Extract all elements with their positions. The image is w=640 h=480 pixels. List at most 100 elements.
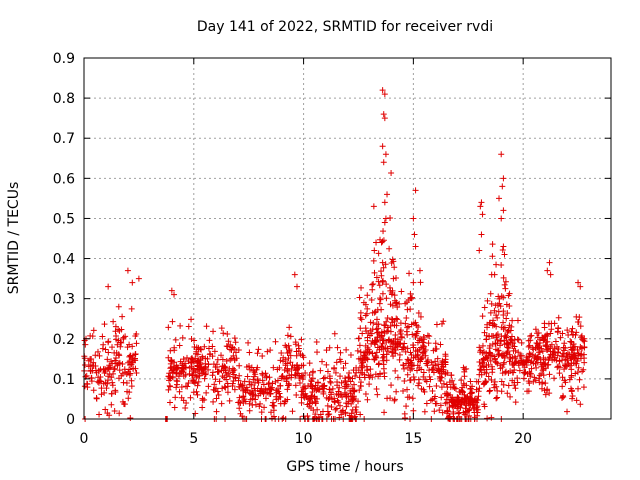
data-point bbox=[172, 394, 179, 401]
data-point bbox=[530, 378, 537, 385]
data-point bbox=[371, 269, 378, 276]
y-tick-label: 0.9 bbox=[53, 51, 75, 67]
data-point bbox=[302, 390, 309, 397]
data-point bbox=[326, 394, 333, 401]
data-point bbox=[475, 378, 482, 385]
data-point bbox=[382, 151, 389, 158]
data-point bbox=[115, 375, 122, 382]
data-point bbox=[454, 405, 461, 412]
data-point bbox=[110, 318, 117, 325]
data-point bbox=[512, 385, 519, 392]
data-point bbox=[562, 379, 569, 386]
data-point bbox=[98, 391, 105, 398]
data-point bbox=[450, 381, 457, 388]
data-point bbox=[107, 364, 114, 371]
data-point bbox=[417, 358, 424, 365]
data-point bbox=[320, 375, 327, 382]
data-point bbox=[486, 388, 493, 395]
data-point bbox=[319, 408, 326, 415]
data-point bbox=[474, 409, 481, 416]
data-point bbox=[167, 383, 174, 390]
data-point bbox=[367, 319, 374, 326]
data-point bbox=[274, 377, 281, 384]
data-point bbox=[210, 361, 217, 368]
data-point bbox=[306, 360, 313, 367]
data-point bbox=[414, 347, 421, 354]
data-point bbox=[218, 352, 225, 359]
data-point bbox=[310, 368, 317, 375]
data-point bbox=[568, 388, 575, 395]
data-point bbox=[486, 349, 493, 356]
data-point bbox=[375, 321, 382, 328]
data-point bbox=[527, 333, 534, 340]
data-point bbox=[119, 313, 126, 320]
data-point bbox=[504, 390, 511, 397]
data-point bbox=[229, 369, 236, 376]
data-point bbox=[128, 383, 135, 390]
data-point bbox=[261, 404, 268, 411]
data-point bbox=[326, 386, 333, 393]
data-point bbox=[357, 348, 364, 355]
data-point bbox=[263, 374, 270, 381]
data-point bbox=[246, 407, 253, 414]
data-point bbox=[236, 372, 243, 379]
data-point bbox=[526, 342, 533, 349]
data-point bbox=[270, 364, 277, 371]
data-point bbox=[424, 332, 431, 339]
data-point bbox=[378, 306, 385, 313]
data-points bbox=[81, 87, 588, 422]
data-point bbox=[489, 241, 496, 248]
data-point bbox=[84, 380, 91, 387]
data-point bbox=[484, 415, 491, 422]
data-point bbox=[581, 355, 588, 362]
data-point bbox=[293, 362, 300, 369]
data-point bbox=[381, 115, 388, 122]
y-tick-label: 0.5 bbox=[53, 211, 75, 227]
data-point bbox=[416, 267, 423, 274]
data-point bbox=[413, 367, 420, 374]
data-point bbox=[369, 281, 376, 288]
data-point bbox=[345, 373, 352, 380]
data-point bbox=[219, 385, 226, 392]
data-point bbox=[194, 382, 201, 389]
data-point bbox=[327, 379, 334, 386]
data-point bbox=[375, 250, 382, 257]
data-point bbox=[210, 328, 217, 335]
data-point bbox=[507, 327, 514, 334]
data-point bbox=[350, 387, 357, 394]
data-point bbox=[429, 387, 436, 394]
data-point bbox=[555, 314, 562, 321]
data-point bbox=[427, 376, 434, 383]
data-point bbox=[494, 314, 501, 321]
data-point bbox=[500, 274, 507, 281]
data-point bbox=[191, 343, 198, 350]
data-point bbox=[432, 358, 439, 365]
data-point bbox=[489, 253, 496, 260]
data-point bbox=[115, 303, 122, 310]
data-point bbox=[445, 414, 452, 421]
data-point bbox=[536, 349, 543, 356]
data-point bbox=[227, 346, 234, 353]
data-point bbox=[286, 324, 293, 331]
data-point bbox=[129, 343, 136, 350]
data-point bbox=[572, 370, 579, 377]
data-point bbox=[113, 354, 120, 361]
data-point bbox=[215, 369, 222, 376]
data-point bbox=[506, 303, 513, 310]
data-point bbox=[109, 344, 116, 351]
data-point bbox=[265, 381, 272, 388]
data-point bbox=[209, 343, 216, 350]
data-point bbox=[374, 334, 381, 341]
data-point bbox=[364, 396, 371, 403]
data-point bbox=[398, 333, 405, 340]
data-point bbox=[366, 381, 373, 388]
data-point bbox=[390, 339, 397, 346]
data-point bbox=[373, 239, 380, 246]
data-point bbox=[492, 346, 499, 353]
data-point bbox=[108, 374, 115, 381]
data-point bbox=[109, 382, 116, 389]
data-point bbox=[403, 403, 410, 410]
data-point bbox=[415, 382, 422, 389]
data-point bbox=[255, 346, 262, 353]
data-point bbox=[383, 281, 390, 288]
